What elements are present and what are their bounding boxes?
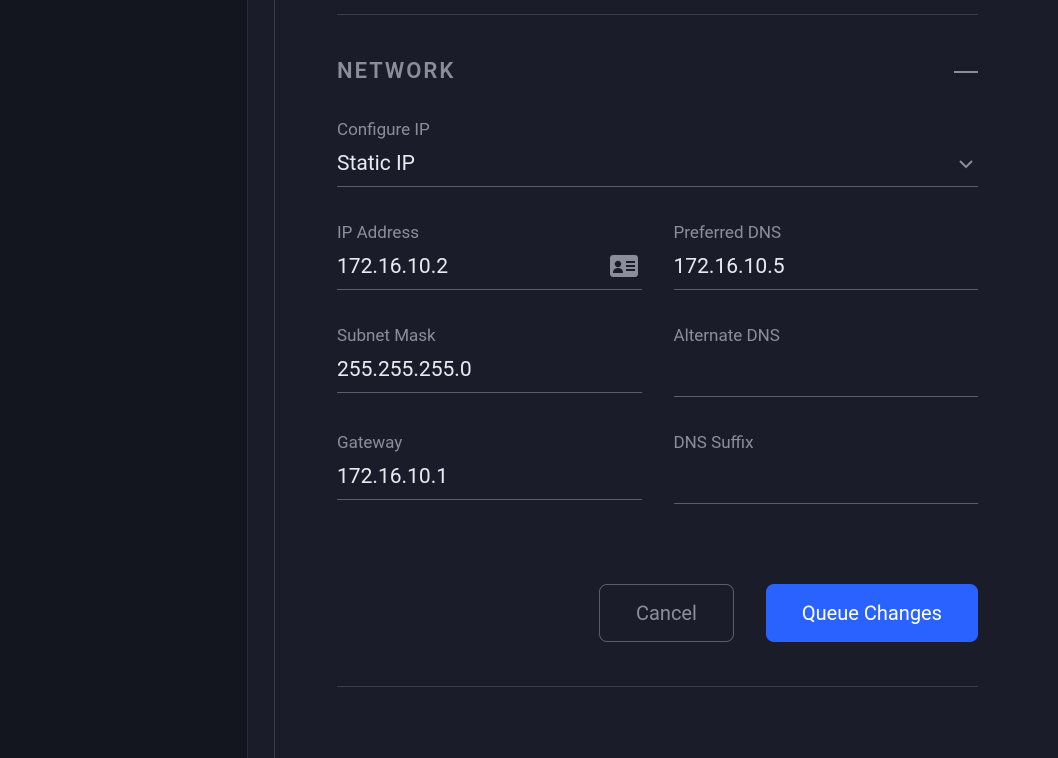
subnet-mask-field: Subnet Mask — [337, 326, 642, 397]
collapse-icon[interactable] — [954, 71, 978, 73]
preferred-dns-input[interactable] — [674, 255, 979, 279]
dns-suffix-input[interactable] — [674, 465, 979, 493]
gateway-input[interactable] — [337, 465, 642, 489]
gateway-field: Gateway — [337, 433, 642, 504]
button-row: Cancel Queue Changes — [337, 584, 978, 642]
top-divider — [337, 14, 978, 15]
network-fields-grid: IP Address Preferred DNS — [337, 223, 978, 504]
main-settings-panel: NETWORK Configure IP Static IP IP Addres… — [274, 0, 1058, 758]
subnet-mask-input[interactable] — [337, 358, 642, 382]
network-section-header[interactable]: NETWORK — [337, 59, 978, 84]
bottom-divider — [337, 686, 978, 687]
outer-sidebar — [0, 0, 247, 758]
preferred-dns-label: Preferred DNS — [674, 223, 979, 243]
configure-ip-label: Configure IP — [337, 120, 978, 140]
ip-address-input[interactable] — [337, 255, 642, 279]
alternate-dns-field: Alternate DNS — [674, 326, 979, 397]
ip-address-field: IP Address — [337, 223, 642, 290]
inner-divider-strip — [247, 0, 274, 758]
alternate-dns-input[interactable] — [674, 358, 979, 386]
gateway-label: Gateway — [337, 433, 642, 453]
ip-address-label: IP Address — [337, 223, 642, 243]
configure-ip-value: Static IP — [337, 152, 978, 176]
dns-suffix-field: DNS Suffix — [674, 433, 979, 504]
alternate-dns-label: Alternate DNS — [674, 326, 979, 346]
dns-suffix-label: DNS Suffix — [674, 433, 979, 453]
subnet-mask-label: Subnet Mask — [337, 326, 642, 346]
queue-changes-button[interactable]: Queue Changes — [766, 584, 978, 642]
id-card-icon[interactable] — [610, 255, 638, 277]
configure-ip-select[interactable]: Static IP — [337, 152, 978, 187]
preferred-dns-field: Preferred DNS — [674, 223, 979, 290]
chevron-down-icon — [958, 156, 974, 172]
cancel-button[interactable]: Cancel — [599, 584, 734, 642]
section-title: NETWORK — [337, 59, 455, 84]
configure-ip-field: Configure IP Static IP — [337, 120, 978, 187]
